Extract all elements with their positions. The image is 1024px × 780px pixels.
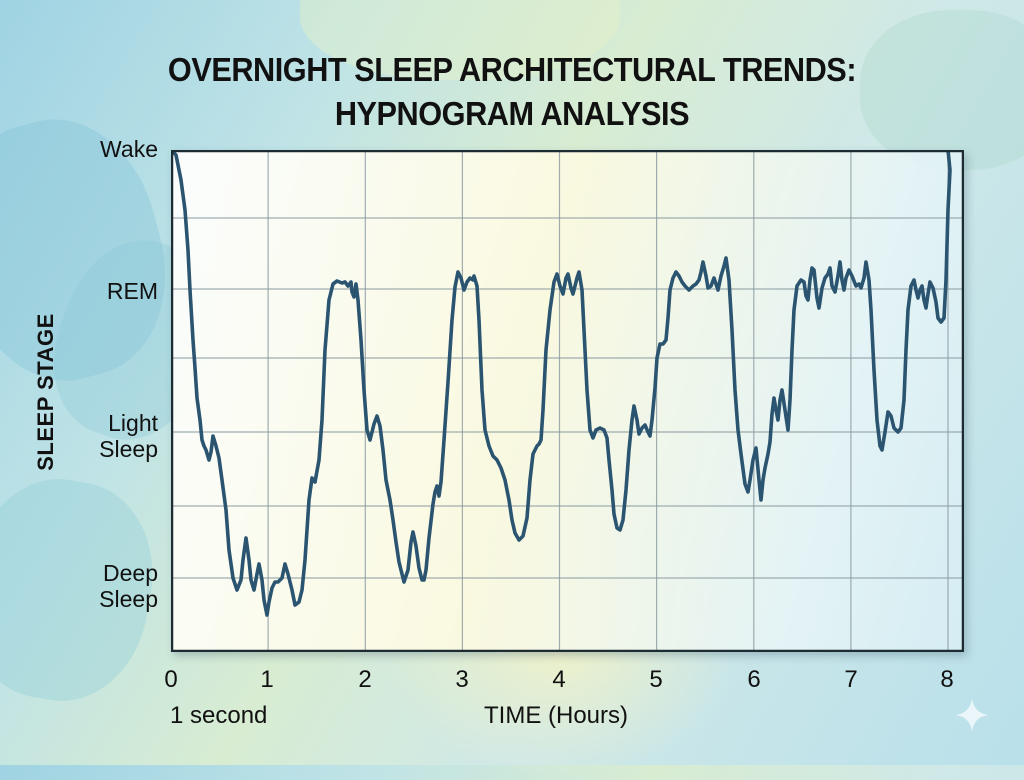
y-label-wake: Wake xyxy=(100,136,158,162)
chart-title-line-1: OVERNIGHT SLEEP ARCHITECTURAL TRENDS: xyxy=(167,51,857,88)
y-label-rem: REM xyxy=(106,278,158,304)
y-label-light-line-1: Light xyxy=(108,410,158,436)
y-label-deep-sleep: Deep Sleep xyxy=(8,560,158,612)
y-label-deep-line-2: Sleep xyxy=(99,586,158,612)
y-label-deep-line-1: Deep xyxy=(103,560,158,586)
chart-title: OVERNIGHT SLEEP ARCHITECTURAL TRENDS: HY… xyxy=(36,48,988,136)
grid-lines xyxy=(171,150,964,652)
y-label-light-line-2: Sleep xyxy=(99,436,158,462)
x-tick-7: 7 xyxy=(844,666,858,693)
x-tick-1: 1 xyxy=(260,666,274,693)
x-tick-2: 2 xyxy=(358,666,372,693)
x-tick-3: 3 xyxy=(455,666,469,693)
background-neuron-shape xyxy=(860,10,1024,170)
y-label-light-sleep: Light Sleep xyxy=(8,410,158,462)
x-axis-title: TIME (Hours) xyxy=(484,702,628,729)
x-tick-0: 0 xyxy=(164,666,178,693)
plot-frame xyxy=(171,150,964,652)
plot-area xyxy=(171,150,964,652)
x-tick-5: 5 xyxy=(649,666,663,693)
x-tick-4: 4 xyxy=(552,666,566,693)
hypnogram-line xyxy=(171,150,952,617)
x-axis-note: 1 second xyxy=(170,702,268,729)
x-tick-8: 8 xyxy=(940,666,954,693)
sparkle-icon xyxy=(955,698,989,732)
chart-title-line-2: HYPNOGRAM ANALYSIS xyxy=(334,95,690,132)
hypnogram-chart xyxy=(171,150,964,652)
x-tick-6: 6 xyxy=(747,666,761,693)
